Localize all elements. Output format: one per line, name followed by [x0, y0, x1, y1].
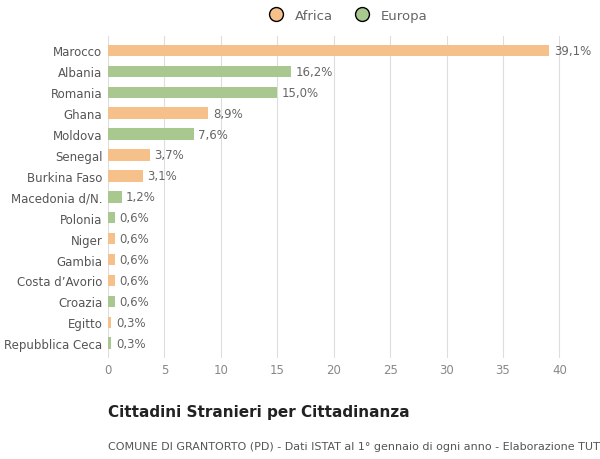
Bar — [108, 338, 112, 349]
Bar — [108, 233, 115, 245]
Bar — [108, 213, 115, 224]
Bar — [108, 275, 115, 286]
Bar — [108, 45, 549, 57]
Text: COMUNE DI GRANTORTO (PD) - Dati ISTAT al 1° gennaio di ogni anno - Elaborazione : COMUNE DI GRANTORTO (PD) - Dati ISTAT al… — [108, 441, 600, 451]
Bar — [108, 254, 115, 266]
Text: 0,6%: 0,6% — [119, 295, 149, 308]
Bar — [108, 296, 115, 308]
Text: Cittadini Stranieri per Cittadinanza: Cittadini Stranieri per Cittadinanza — [108, 404, 410, 419]
Text: 15,0%: 15,0% — [282, 87, 319, 100]
Text: 0,3%: 0,3% — [116, 337, 146, 350]
Text: 0,6%: 0,6% — [119, 212, 149, 225]
Bar — [108, 171, 143, 182]
Bar — [108, 67, 291, 78]
Text: 0,3%: 0,3% — [116, 316, 146, 329]
Text: 1,2%: 1,2% — [126, 191, 156, 204]
Bar — [108, 87, 277, 99]
Legend: Africa, Europa: Africa, Europa — [258, 5, 432, 28]
Text: 16,2%: 16,2% — [295, 66, 333, 78]
Bar — [108, 191, 122, 203]
Bar — [108, 129, 194, 140]
Bar — [108, 108, 208, 120]
Text: 0,6%: 0,6% — [119, 253, 149, 266]
Text: 3,7%: 3,7% — [154, 149, 184, 162]
Text: 39,1%: 39,1% — [554, 45, 591, 58]
Bar — [108, 150, 150, 162]
Text: 7,6%: 7,6% — [198, 129, 228, 141]
Text: 3,1%: 3,1% — [148, 170, 177, 183]
Text: 0,6%: 0,6% — [119, 233, 149, 246]
Bar — [108, 317, 112, 328]
Text: 0,6%: 0,6% — [119, 274, 149, 287]
Text: 8,9%: 8,9% — [213, 107, 243, 120]
